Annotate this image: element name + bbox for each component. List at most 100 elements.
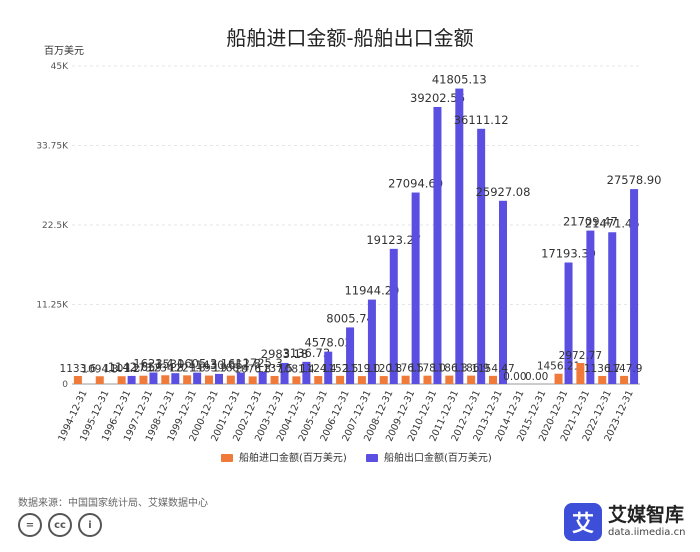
export-data-label: 8005.74	[326, 311, 374, 325]
y-axis-unit: 百万美元	[44, 46, 84, 57]
legend-export-swatch	[366, 454, 378, 462]
attribution-icon: i	[78, 513, 102, 537]
y-tick-label: 22.5K	[42, 221, 69, 231]
y-tick-label: 33.75K	[36, 142, 69, 152]
import-data-label: 2972.77	[559, 350, 602, 362]
export-bar	[302, 361, 311, 384]
import-bar	[445, 375, 454, 384]
export-data-label: 1612.8	[221, 357, 261, 371]
export-data-label: 11944.29	[344, 284, 399, 298]
export-bar	[367, 299, 376, 384]
cc-icon: cc	[48, 513, 72, 537]
import-bar	[73, 375, 82, 384]
export-bar	[193, 372, 202, 384]
import-bar	[357, 376, 366, 384]
import-data-label: 1094.3	[81, 363, 118, 375]
import-data-label: 1193.9	[191, 363, 228, 375]
import-data-label: 1188.4	[212, 363, 249, 375]
export-data-label: 25927.08	[476, 185, 531, 199]
export-data-label: 1725.3	[243, 356, 283, 370]
import-bar	[598, 375, 607, 384]
brand-logo-icon: 艾	[564, 503, 602, 541]
export-data-label: 3136.73	[283, 346, 331, 360]
export-bar	[280, 362, 289, 384]
export-data-label: 21709.47	[563, 215, 618, 229]
export-bar	[236, 372, 245, 384]
export-data-label: 39202.56	[410, 91, 465, 105]
import-data-label: 1221.8	[169, 362, 206, 374]
brand-url: data.iimedia.cn	[608, 527, 686, 538]
export-bar	[586, 230, 595, 384]
y-tick-label: 45K	[51, 62, 69, 72]
import-data-label: 1154.47	[471, 363, 514, 375]
import-bar	[576, 362, 585, 384]
export-bar	[608, 232, 617, 384]
import-data-label: 1081.4	[278, 363, 315, 375]
import-bar	[554, 373, 563, 384]
legend-export-label: 船舶出口金额(百万美元)	[384, 451, 492, 464]
import-bar	[139, 375, 148, 384]
export-data-label: 1530.1	[155, 357, 195, 371]
import-data-label: 1173.9	[125, 363, 162, 375]
import-bar	[620, 375, 629, 384]
import-data-label: 1186.9	[453, 363, 490, 375]
export-bar	[630, 189, 639, 384]
export-bar	[564, 262, 573, 384]
import-bar	[248, 376, 257, 384]
import-data-label: 1178.0	[409, 363, 446, 375]
export-data-label: 2983.18	[261, 347, 309, 361]
export-bar	[346, 327, 355, 384]
export-data-label: 1142.65	[108, 360, 156, 374]
export-data-label: 17193.39	[541, 247, 596, 261]
import-bar	[314, 376, 323, 384]
export-bar	[499, 200, 507, 384]
brand-block: 艾 艾媒智库 data.iimedia.cn	[564, 503, 685, 541]
y-tick-label: 0	[62, 380, 68, 390]
export-data-label: 4578.02	[304, 336, 352, 350]
import-data-label: 1152.5	[322, 363, 359, 375]
import-data-label: 1119.0	[344, 363, 381, 375]
import-bar	[205, 375, 213, 384]
legend-import-label: 船舶进口金额(百万美元)	[239, 451, 347, 464]
export-bar	[455, 88, 464, 384]
import-bar	[489, 375, 497, 384]
import-bar	[226, 375, 235, 384]
import-bar	[379, 376, 388, 384]
brand-name: 艾媒智库	[608, 504, 685, 526]
import-data-label: 1234.8	[147, 362, 184, 374]
export-data-label: 27578.90	[607, 173, 662, 187]
legend-import-swatch	[221, 454, 233, 462]
import-data-label: 1136.7	[584, 363, 621, 375]
import-data-label: 1456.21	[537, 361, 580, 373]
import-bar	[401, 375, 410, 384]
export-bar	[149, 372, 158, 384]
import-data-label: 1147.9	[606, 363, 643, 375]
nd-icon: =	[18, 513, 42, 537]
data-source-note: 数据来源：中国国家统计局、艾媒数据中心	[18, 498, 208, 509]
import-data-label: 1124.4	[300, 363, 337, 375]
import-data-label: 0.00	[503, 371, 526, 383]
chart-title: 船舶进口金额-船舶出口金额	[226, 26, 474, 50]
export-data-label: 36111.12	[454, 113, 509, 127]
export-data-label: 1430.65	[195, 358, 243, 372]
export-data-label: 19123.27	[366, 233, 421, 247]
import-data-label: 1186.3	[431, 363, 468, 375]
import-bar	[270, 375, 279, 384]
import-data-label: 1076.8	[234, 363, 271, 375]
import-bar	[423, 375, 432, 384]
export-bar	[433, 106, 442, 385]
export-data-label: 41805.13	[432, 73, 487, 87]
import-data-label: 1176.5	[387, 363, 424, 375]
export-bar	[477, 128, 486, 384]
import-data-label: 0.00	[525, 371, 548, 383]
export-bar	[127, 375, 136, 384]
import-bar	[336, 375, 345, 384]
import-data-label: 1120.8	[365, 363, 402, 375]
y-tick-label: 11.25K	[36, 301, 69, 311]
export-data-label: 1605.3	[177, 357, 217, 371]
export-bar	[171, 373, 180, 384]
import-bar	[161, 375, 170, 384]
export-bar	[324, 351, 333, 384]
export-bar	[389, 248, 398, 384]
